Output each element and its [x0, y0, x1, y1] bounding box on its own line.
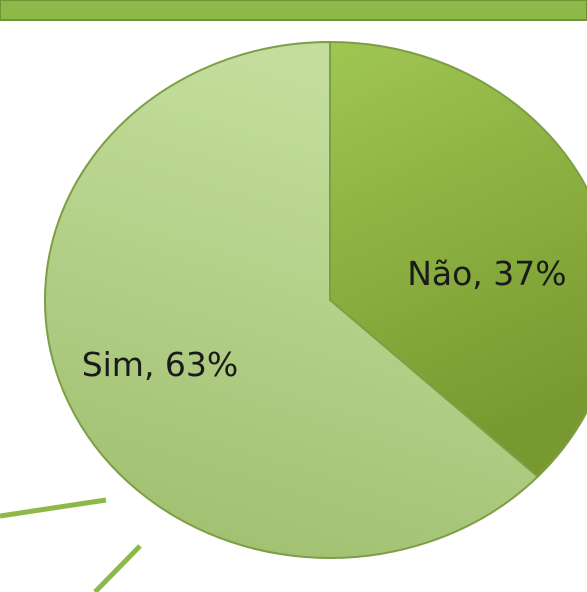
- pie: [44, 40, 587, 559]
- data-label: Sim, 63%: [82, 345, 239, 384]
- leader-line: [93, 544, 142, 592]
- data-label: Não, 37%: [407, 254, 566, 293]
- pie-slice: [44, 40, 540, 559]
- header-band: [0, 0, 587, 21]
- leader-line: [0, 497, 107, 519]
- pie-slice: [329, 40, 587, 478]
